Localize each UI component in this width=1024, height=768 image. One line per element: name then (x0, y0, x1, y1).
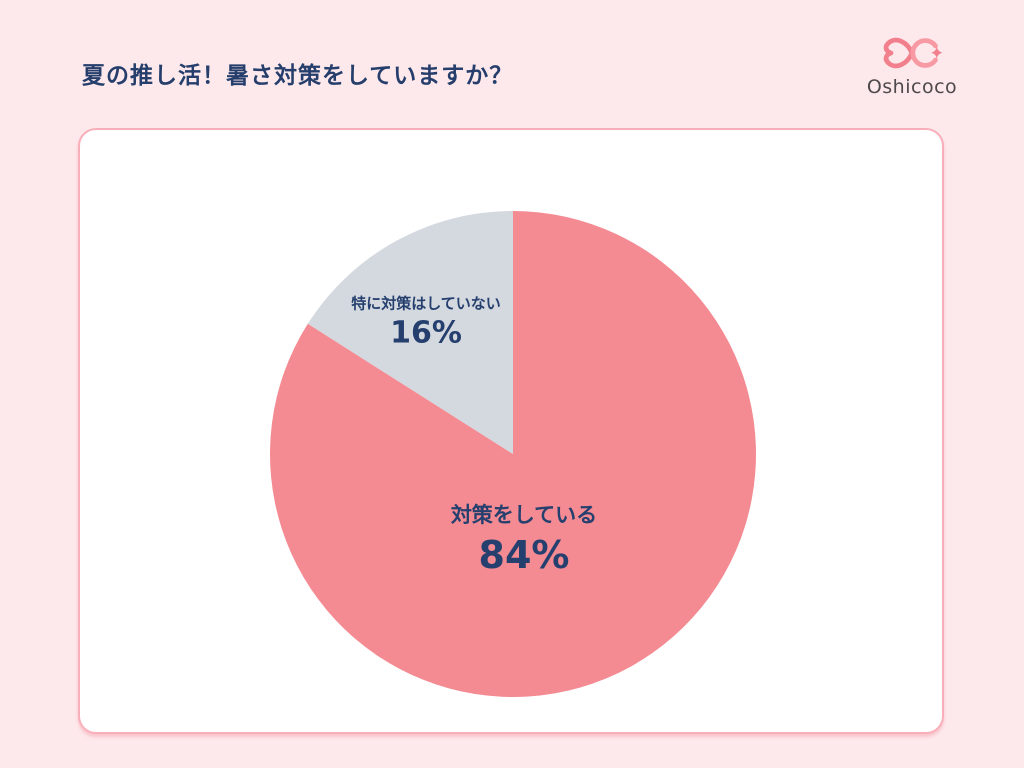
logo-text: Oshicoco (866, 76, 958, 98)
pie-label-minor-slice: 特に対策はしていない 16% (351, 293, 501, 350)
pie-chart-svg (270, 211, 756, 697)
pie-slice-0 (270, 211, 756, 697)
slice-label-text: 対策をしている (450, 503, 598, 528)
page-title: 夏の推し活！暑さ対策をしていますか？ (82, 63, 514, 89)
slice-percent-value: 84% (478, 533, 570, 578)
pie-slice-1 (307, 211, 513, 454)
slice-percent-value: 16% (390, 315, 462, 351)
chart-card: 特に対策はしていない 16% 対策をしている 84% (78, 128, 944, 734)
pie-chart: 特に対策はしていない 16% 対策をしている 84% (270, 211, 756, 697)
slice-label-text: 特に対策はしていない (351, 294, 501, 313)
heart-infinity-icon (883, 37, 943, 69)
oshicoco-logo: Oshicoco (864, 32, 960, 98)
pie-label-major-slice: 対策をしている 84% (451, 499, 597, 577)
sparkle-icon (931, 46, 943, 59)
